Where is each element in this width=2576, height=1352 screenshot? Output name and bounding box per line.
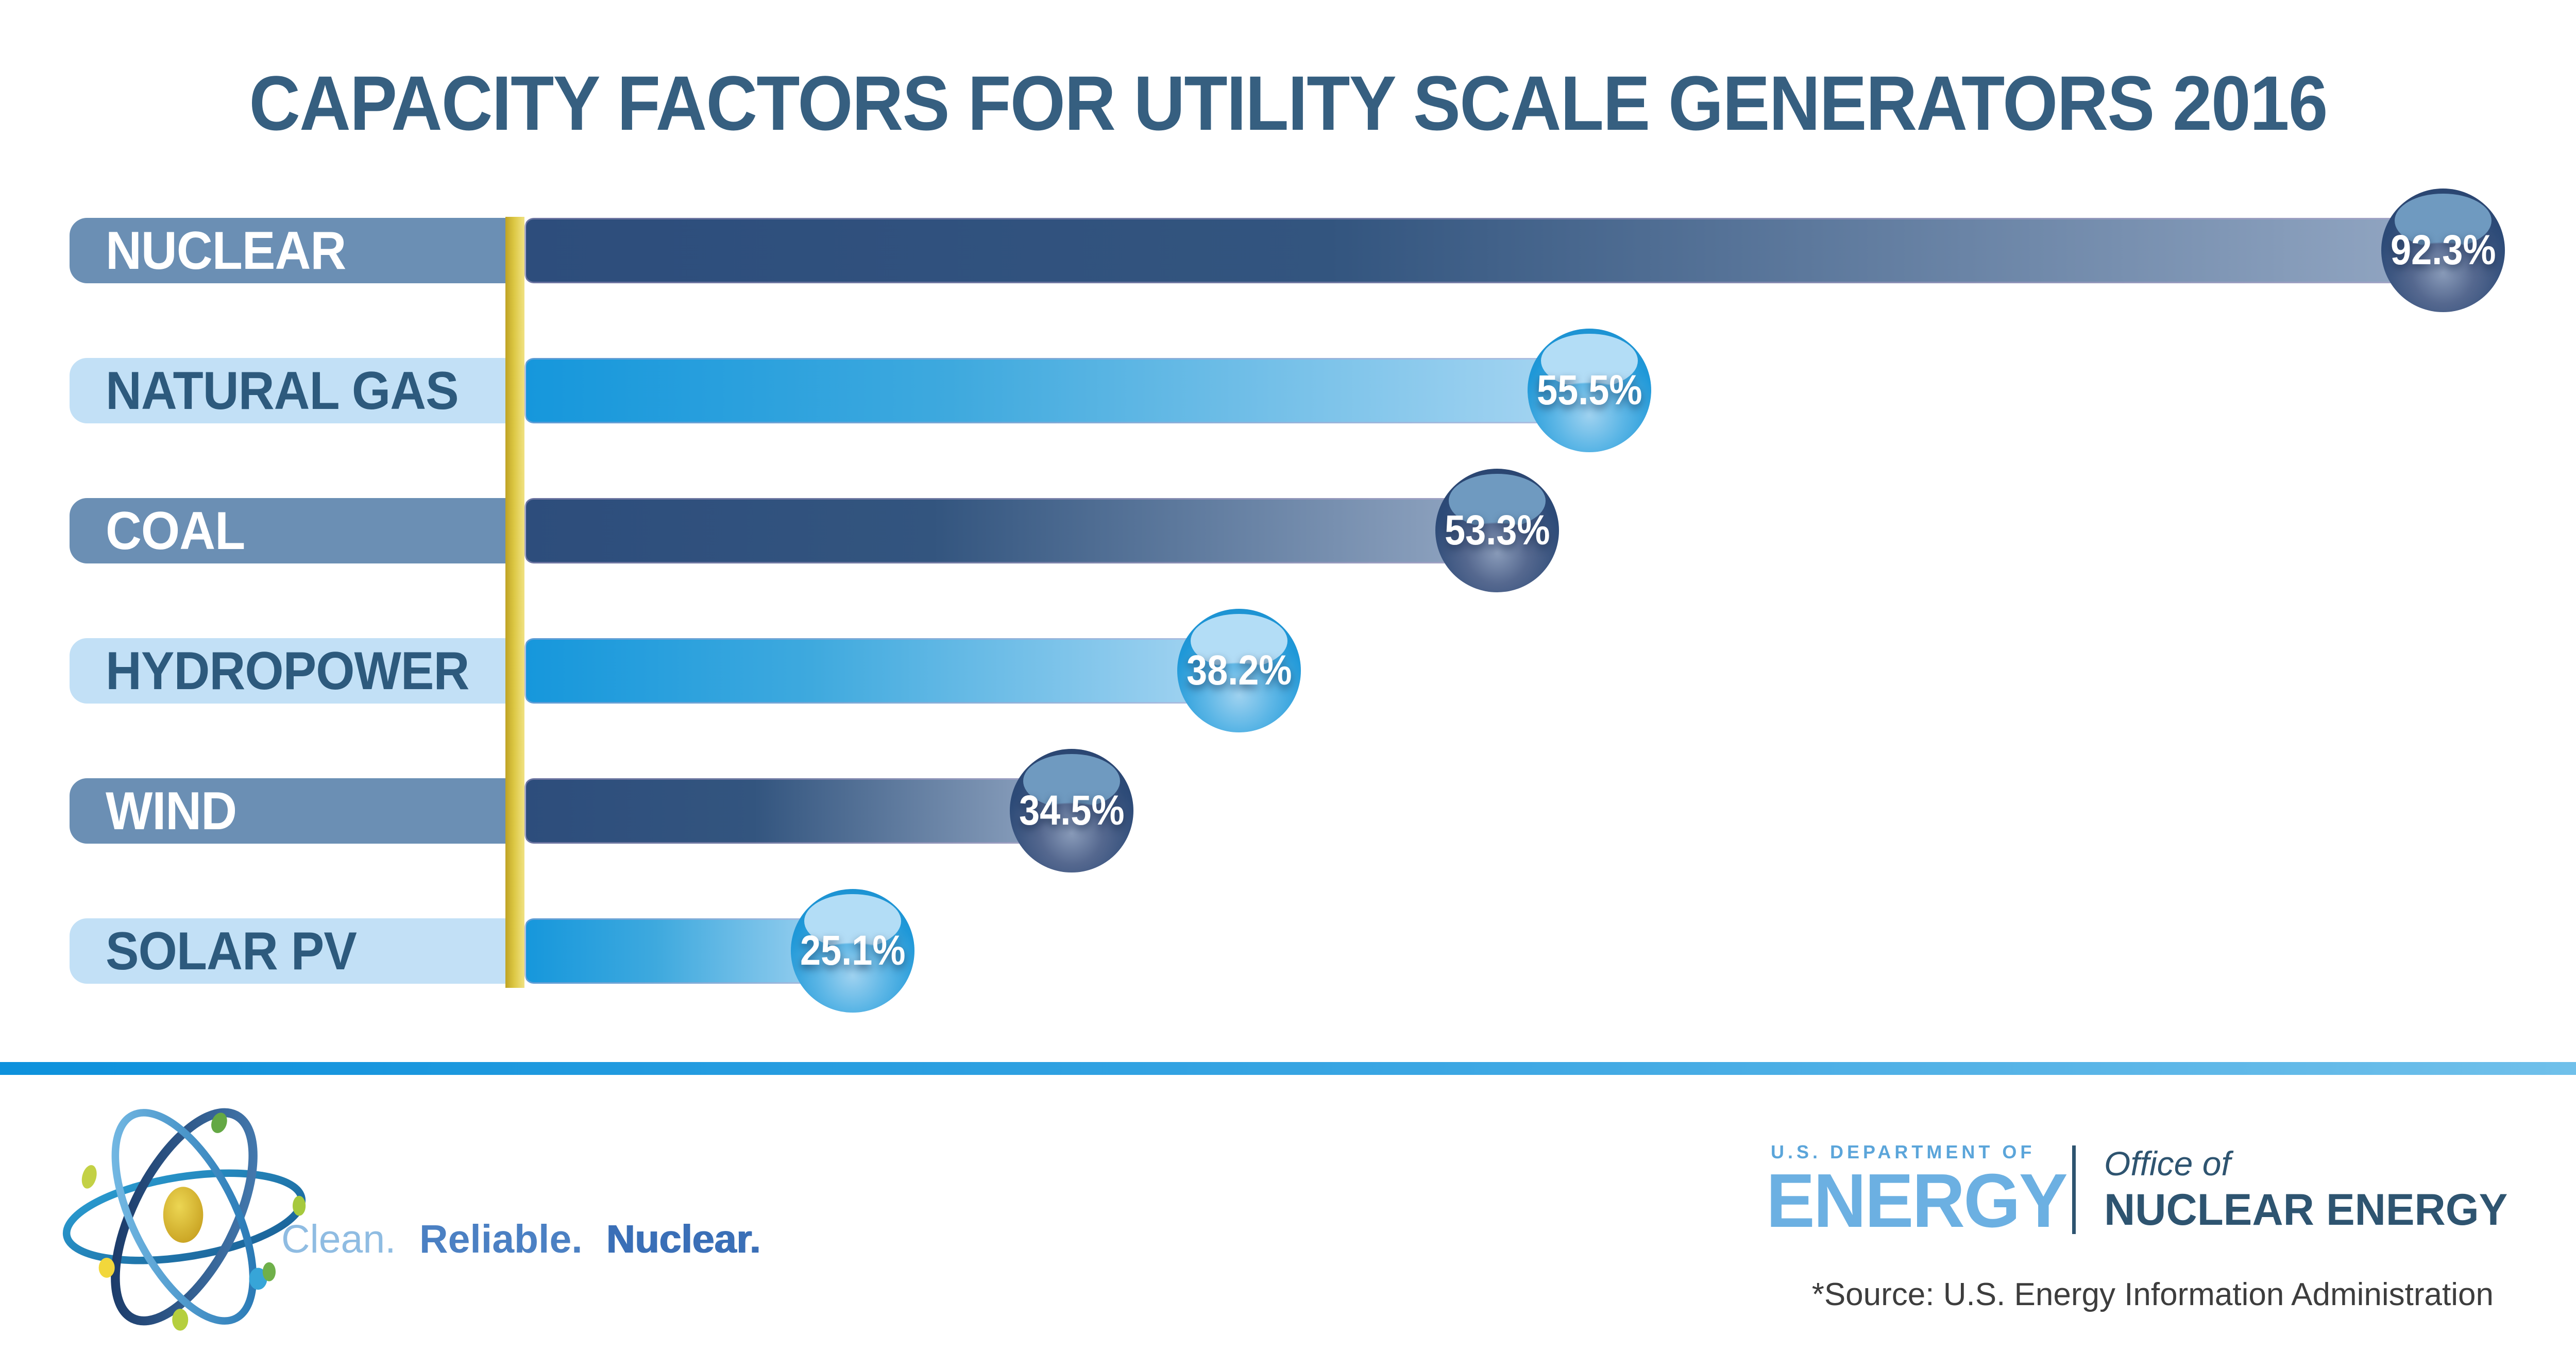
zero-baseline-yellow-line: [505, 217, 524, 988]
bar-wind: [524, 778, 1072, 844]
category-plate: SOLAR PV: [70, 918, 510, 984]
chart-row-coal: COAL 53.3%: [0, 469, 2576, 592]
source-attribution: *Source: U.S. Energy Information Adminis…: [1811, 1277, 2494, 1312]
doe-energy-wordmark: ENERGY: [1766, 1158, 2068, 1243]
value-bubble: 53.3%: [1435, 469, 1559, 592]
value-label: 38.2%: [1186, 647, 1292, 694]
page-title: CAPACITY FACTORS FOR UTILITY SCALE GENER…: [0, 61, 2576, 146]
chart-row-wind: WIND 34.5%: [0, 749, 2576, 872]
chart-row-natural-gas: NATURAL GAS 55.5%: [0, 329, 2576, 452]
value-bubble: 34.5%: [1010, 749, 1133, 872]
value-bubble: 38.2%: [1177, 609, 1301, 732]
bar-coal: [524, 498, 1497, 563]
value-bubble: 55.5%: [1528, 329, 1651, 452]
category-label: WIND: [106, 781, 237, 841]
value-label: 92.3%: [2390, 227, 2496, 273]
doe-lockup-divider: [2072, 1145, 2076, 1234]
atom-logo-icon: [54, 1092, 314, 1342]
value-label: 34.5%: [1019, 787, 1125, 834]
category-plate: WIND: [70, 778, 510, 844]
chart-row-hydropower: HYDROPOWER 38.2%: [0, 609, 2576, 732]
value-label: 25.1%: [800, 927, 906, 974]
footer-divider-band: [0, 1062, 2576, 1075]
chart-row-solar-pv: SOLAR PV 25.1%: [0, 889, 2576, 1013]
category-plate: NUCLEAR: [70, 218, 510, 283]
tagline-nuclear: Nuclear.: [606, 1217, 760, 1261]
page-title-text: CAPACITY FACTORS FOR UTILITY SCALE GENER…: [249, 60, 2328, 146]
chart-row-nuclear: NUCLEAR 92.3%: [0, 189, 2576, 312]
value-label: 55.5%: [1536, 367, 1642, 414]
category-plate: NATURAL GAS: [70, 358, 510, 423]
category-label: SOLAR PV: [106, 921, 357, 981]
category-plate: HYDROPOWER: [70, 638, 510, 704]
doe-department-label: U.S. DEPARTMENT OF: [1771, 1141, 2036, 1162]
category-label: HYDROPOWER: [106, 641, 469, 701]
bar-nuclear: [524, 218, 2443, 283]
category-label: NATURAL GAS: [106, 361, 459, 421]
value-bubble: 92.3%: [2381, 189, 2505, 312]
doe-office-of-label: Office of: [2104, 1144, 2231, 1183]
tagline-clean: Clean.: [281, 1217, 396, 1261]
bar-natural-gas: [524, 358, 1589, 423]
tagline-reliable: Reliable.: [419, 1217, 583, 1261]
bar-hydropower: [524, 638, 1239, 704]
category-plate: COAL: [70, 498, 510, 563]
brand-tagline: Clean. Reliable. Nuclear.: [281, 1220, 760, 1259]
value-bubble: 25.1%: [791, 889, 914, 1013]
doe-nuclear-energy-label: NUCLEAR ENERGY: [2104, 1185, 2508, 1235]
category-label: COAL: [106, 501, 245, 561]
category-label: NUCLEAR: [106, 220, 346, 281]
value-label: 53.3%: [1444, 507, 1550, 554]
